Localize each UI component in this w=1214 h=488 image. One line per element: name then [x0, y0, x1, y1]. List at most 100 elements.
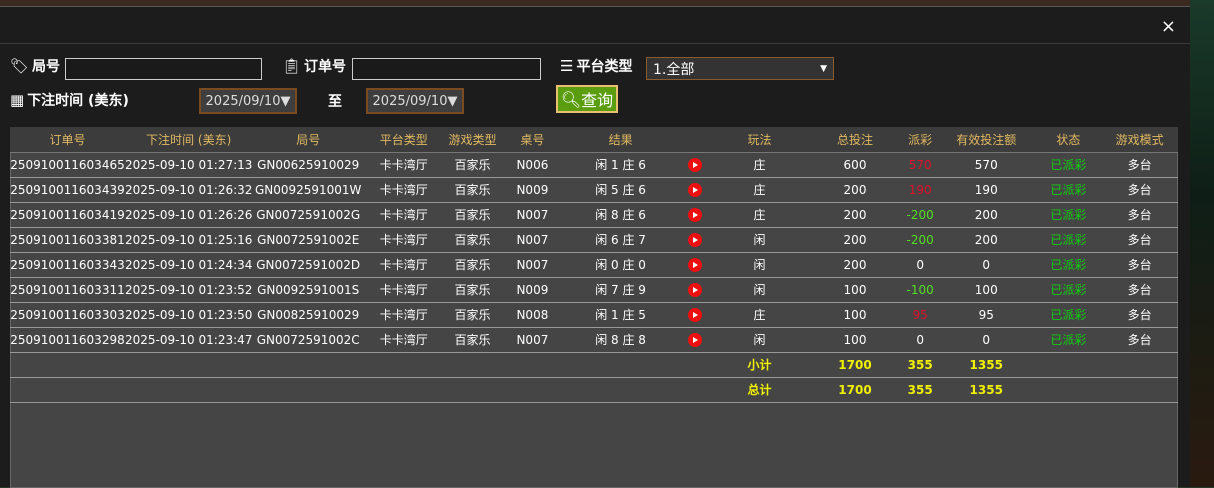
bet-type-cell: 庄 [712, 177, 807, 203]
empty-cell [563, 352, 678, 378]
play-video-icon[interactable] [688, 207, 703, 222]
order-input[interactable] [352, 58, 541, 80]
table-row: 250910011603343 2025-09-10 01:24:34 GN0072… [10, 252, 1178, 278]
table-no-cell: N007 [501, 227, 564, 253]
total-bet-cell: 100 [806, 302, 904, 328]
game-type-cell: 百家乐 [443, 252, 502, 278]
empty-cell [563, 377, 678, 403]
divider [0, 43, 1190, 44]
empty-cell [363, 377, 444, 403]
date-from-picker[interactable]: 2025/09/10▼ [199, 88, 297, 114]
result-cell: 闲 7 庄 9 [563, 277, 678, 303]
empty-cell [363, 352, 444, 378]
payout-cell: 95 [903, 302, 937, 328]
payout-cell: 0 [903, 252, 937, 278]
empty-cell [10, 352, 125, 378]
order-no-cell: 250910011603419 [10, 202, 125, 228]
round-input[interactable] [65, 58, 262, 80]
payout-cell: -200 [903, 227, 937, 253]
bet-time-cell: 2025-09-10 01:23:50 [124, 302, 253, 328]
column-header: 状态 [1035, 127, 1102, 153]
bet-time-cell: 2025-09-10 01:27:13 [124, 152, 253, 178]
column-header: 桌号 [501, 127, 564, 153]
calendar-icon: ▦ [10, 91, 25, 109]
status-cell: 已派彩 [1035, 177, 1102, 203]
bet-time-cell: 2025-09-10 01:26:26 [124, 202, 253, 228]
status-cell: 已派彩 [1035, 327, 1102, 353]
table-no-cell: N009 [501, 277, 564, 303]
empty-cell [10, 377, 125, 403]
empty-cell [252, 377, 364, 403]
to-label: 至 [328, 94, 342, 110]
query-label: 查询 [581, 91, 614, 110]
result-cell: 闲 8 庄 6 [563, 202, 678, 228]
empty-cell [1101, 377, 1178, 403]
query-button[interactable]: 🔍︎ 查询 [556, 85, 618, 113]
platform-select[interactable]: 1.全部 ▼ [646, 57, 834, 80]
play-video-icon[interactable] [688, 307, 703, 322]
game-type-cell: 百家乐 [443, 277, 502, 303]
round-label-text: 局号 [32, 59, 61, 75]
column-header: 局号 [252, 127, 364, 153]
replay-cell [677, 327, 713, 353]
date-to-picker[interactable]: 2025/09/10▼ [366, 88, 464, 114]
play-video-icon[interactable] [688, 157, 703, 172]
subtotal-payout: 355 [903, 352, 937, 378]
empty-cell [252, 352, 364, 378]
valid-bet-cell: 0 [936, 252, 1036, 278]
game-type-cell: 百家乐 [443, 177, 502, 203]
column-header: 游戏模式 [1101, 127, 1178, 153]
game-mode-cell: 多台 [1101, 302, 1178, 328]
replay-cell [677, 302, 713, 328]
total-bet-cell: 600 [806, 152, 904, 178]
platform-cell: 卡卡湾厅 [363, 202, 444, 228]
subtotal-valid-bet: 1355 [936, 352, 1036, 378]
game-mode-cell: 多台 [1101, 227, 1178, 253]
platform-cell: 卡卡湾厅 [363, 277, 444, 303]
round-no-cell: GN0072591002E [252, 227, 364, 253]
play-video-icon[interactable] [688, 257, 703, 272]
order-no-cell: 250910011603439 [10, 177, 125, 203]
empty-cell [443, 352, 502, 378]
payout-cell: 0 [903, 327, 937, 353]
play-video-icon[interactable] [688, 282, 703, 297]
chevron-down-icon: ▼ [820, 63, 827, 74]
column-header: 下注时间 (美东) [124, 127, 253, 153]
table-header-row: 订单号 下注时间 (美东) 局号 平台类型 游戏类型 桌号 结果 玩法 总投注 派彩 有效投注额 状态… [10, 127, 1178, 153]
column-header: 总投注 [806, 127, 904, 153]
order-no-cell: 250910011603465 [10, 152, 125, 178]
game-mode-cell: 多台 [1101, 252, 1178, 278]
total-bet-cell: 200 [806, 227, 904, 253]
game-type-cell: 百家乐 [443, 302, 502, 328]
empty-cell [677, 352, 713, 378]
bet-type-cell: 庄 [712, 302, 807, 328]
tag-icon: 🏷︎ [10, 57, 30, 75]
play-video-icon[interactable] [688, 182, 703, 197]
valid-bet-cell: 0 [936, 327, 1036, 353]
status-cell: 已派彩 [1035, 277, 1102, 303]
table-no-cell: N007 [501, 252, 564, 278]
table-no-cell: N007 [501, 327, 564, 353]
total-bet-cell: 100 [806, 327, 904, 353]
game-mode-cell: 多台 [1101, 152, 1178, 178]
order-label-text: 订单号 [304, 59, 347, 75]
round-no-cell: GN00625910029 [252, 152, 364, 178]
game-type-cell: 百家乐 [443, 202, 502, 228]
game-mode-cell: 多台 [1101, 277, 1178, 303]
platform-cell: 卡卡湾厅 [363, 252, 444, 278]
close-button[interactable]: × [1160, 16, 1176, 37]
time-label: ▦ 下注时间 (美东) [10, 90, 129, 110]
platform-cell: 卡卡湾厅 [363, 227, 444, 253]
replay-cell [677, 277, 713, 303]
status-cell: 已派彩 [1035, 152, 1102, 178]
total-payout: 355 [903, 377, 937, 403]
empty-cell [124, 377, 253, 403]
status-cell: 已派彩 [1035, 227, 1102, 253]
status-cell: 已派彩 [1035, 252, 1102, 278]
play-video-icon[interactable] [688, 232, 703, 247]
platform-cell: 卡卡湾厅 [363, 302, 444, 328]
bet-type-cell: 闲 [712, 227, 807, 253]
play-video-icon[interactable] [688, 332, 703, 347]
bet-time-cell: 2025-09-10 01:24:34 [124, 252, 253, 278]
valid-bet-cell: 200 [936, 227, 1036, 253]
